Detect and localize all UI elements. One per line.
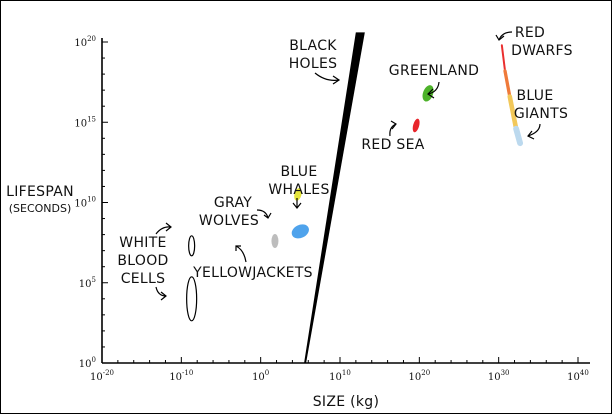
x-axis-label: SIZE (kg)	[313, 394, 380, 410]
white-blood-cells-label-line1: WHITE	[119, 235, 166, 251]
blue-whales-label-line2: WHALES	[268, 182, 329, 198]
white-blood-cells-label-line3: CELLS	[121, 271, 166, 287]
yellowjackets-arrowhead	[235, 245, 241, 251]
red-dwarfs-label-line1: RED	[515, 25, 545, 41]
red-sea-arrowhead	[390, 120, 397, 130]
white-blood-cells-upper-mark	[188, 235, 196, 257]
red-sea-mark	[412, 118, 420, 133]
gray-wolves-label-line1: GRAY	[214, 195, 252, 211]
stellar-track-segment	[500, 44, 507, 72]
yellowjackets-label: YELLOWJACKETS	[192, 265, 313, 281]
greenland-arrowhead	[427, 88, 435, 99]
gray-wolves-mark	[271, 234, 279, 249]
blue-whales-mark	[291, 224, 309, 239]
white-blood-cells-arrow-lower	[155, 286, 167, 297]
blue-giants-label-line2: GIANTS	[514, 106, 568, 122]
stellar-track-segment	[513, 125, 524, 147]
yellowjackets-mark	[294, 187, 302, 201]
blue-giants-label-line1: BLUE	[517, 88, 554, 104]
greenland-arrow	[427, 81, 440, 95]
white-blood-cells-arrowhead-upper	[165, 222, 172, 232]
y-tick-label: 1020	[74, 35, 96, 49]
y-tick-label: 1010	[74, 196, 96, 210]
black-holes-label-line2: HOLES	[289, 56, 338, 72]
gray-wolves-label-line2: WOLVES	[199, 213, 259, 229]
black-holes-arrowhead	[332, 75, 341, 85]
stellar-track	[500, 44, 524, 147]
white-blood-cells-arrowhead-lower	[160, 291, 167, 301]
greenland-label: GREENLAND	[389, 63, 479, 79]
black-holes-label-line1: BLACK	[289, 38, 337, 54]
y-tick-group: 100 105 1010 1015 1020	[74, 35, 108, 370]
stellar-track-segment	[503, 69, 512, 99]
stellar-track-segment	[507, 94, 519, 131]
gray-wolves-arrowhead	[263, 212, 272, 219]
x-tick-label: 100	[252, 369, 269, 383]
red-dwarfs-arrowhead	[495, 34, 505, 41]
x-tick-label: 1020	[409, 369, 431, 383]
white-blood-cells-lower-mark	[186, 276, 198, 322]
yellowjackets-arrow	[235, 245, 247, 263]
red-dwarfs-arrow	[498, 31, 513, 41]
x-tick-label: 1040	[567, 369, 589, 383]
y-axis-sublabel: (SECONDS)	[9, 202, 72, 215]
black-holes-arrow	[314, 72, 340, 81]
blue-giants-arrowhead	[527, 130, 535, 140]
x-tick-label: 10-10	[169, 369, 193, 383]
blue-giants-arrow	[527, 123, 541, 137]
y-tick-label: 1015	[74, 115, 96, 129]
white-blood-cells-label-line2: BLOOD	[117, 253, 168, 269]
red-sea-label: RED SEA	[361, 137, 424, 153]
y-axis-label: LIFESPAN	[6, 184, 74, 200]
red-dwarfs-label-line2: DWARFS	[511, 43, 573, 59]
x-tick-label: 1030	[488, 369, 510, 383]
x-tick-group: 10-20 10-10 100 1010 1020 1030 1040	[90, 357, 589, 383]
x-tick-label: 10-20	[90, 369, 114, 383]
blue-whales-arrowhead	[292, 202, 302, 209]
y-tick-label: 100	[79, 356, 96, 370]
black-holes-region	[304, 32, 365, 364]
white-blood-cells-arrow-upper	[155, 226, 172, 235]
x-tick-label: 1010	[329, 369, 351, 383]
y-tick-label: 105	[79, 276, 96, 290]
gray-wolves-arrow	[256, 209, 269, 219]
blue-whales-label-line1: BLUE	[281, 164, 318, 180]
